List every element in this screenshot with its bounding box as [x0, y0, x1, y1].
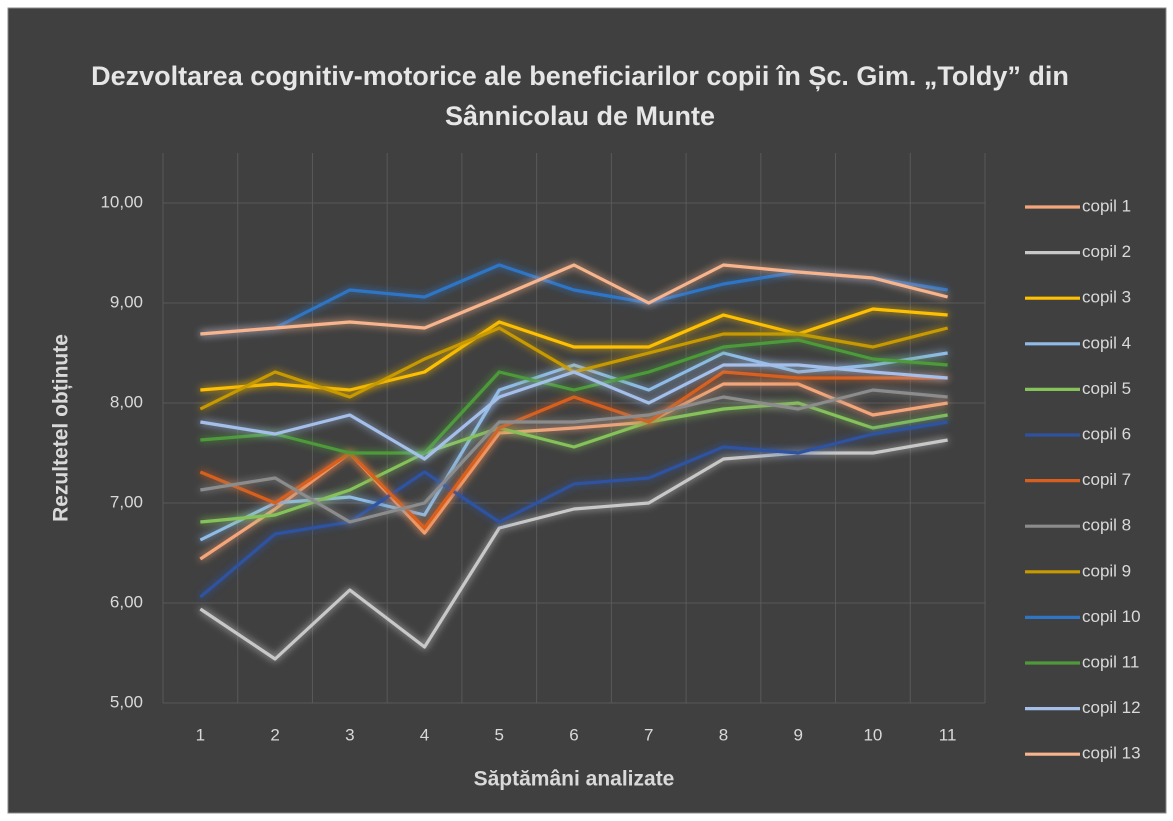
legend-label: copil 1	[1082, 196, 1131, 215]
series-line	[199, 438, 948, 661]
legend-label: copil 12	[1082, 698, 1141, 717]
x-tick-label: 9	[793, 725, 802, 744]
y-axis-title: Rezultetel obținute	[50, 334, 73, 522]
legend-label: copil 9	[1082, 561, 1131, 580]
legend-label: copil 4	[1082, 333, 1131, 352]
x-tick-label: 5	[495, 725, 504, 744]
legend-label: copil 5	[1082, 379, 1131, 398]
x-tick-label: 7	[644, 725, 653, 744]
series-line	[199, 382, 948, 561]
x-tick-label: 1	[196, 725, 205, 744]
x-tick-label: 3	[345, 725, 354, 744]
x-tick-label: 2	[270, 725, 279, 744]
legend-label: copil 2	[1082, 242, 1131, 261]
y-tick-label: 5,00	[110, 692, 143, 711]
x-tick-label: 8	[719, 725, 728, 744]
series-line	[200, 263, 949, 336]
legend-label: copil 10	[1082, 607, 1141, 626]
y-tick-label: 8,00	[110, 392, 143, 411]
legend-label: copil 6	[1082, 424, 1131, 443]
legend-label: copil 7	[1082, 470, 1131, 489]
legend-label: copil 13	[1082, 744, 1141, 763]
x-tick-label: 11	[939, 725, 957, 744]
legend-label: copil 11	[1082, 652, 1139, 671]
y-tick-label: 7,00	[110, 492, 143, 511]
x-tick-label: 6	[569, 725, 578, 744]
legend-label: copil 8	[1082, 516, 1131, 535]
y-tick-label: 6,00	[110, 592, 143, 611]
series-line	[200, 363, 948, 461]
y-tick-label: 10,00	[100, 192, 143, 211]
legend-label: copil 3	[1082, 288, 1131, 307]
x-tick-label: 10	[863, 725, 882, 744]
y-tick-label: 9,00	[110, 292, 143, 311]
chart-background	[7, 7, 1167, 814]
series-line	[200, 401, 948, 524]
series-line	[199, 420, 948, 599]
series-line	[199, 370, 948, 530]
x-axis-title: Săptămâni analizate	[474, 768, 675, 791]
series-line	[200, 388, 948, 524]
x-tick-label: 4	[420, 725, 429, 744]
series-line	[200, 338, 948, 455]
chart-title: Dezvoltarea cognitiv-motorice ale benefi…	[91, 61, 1069, 131]
